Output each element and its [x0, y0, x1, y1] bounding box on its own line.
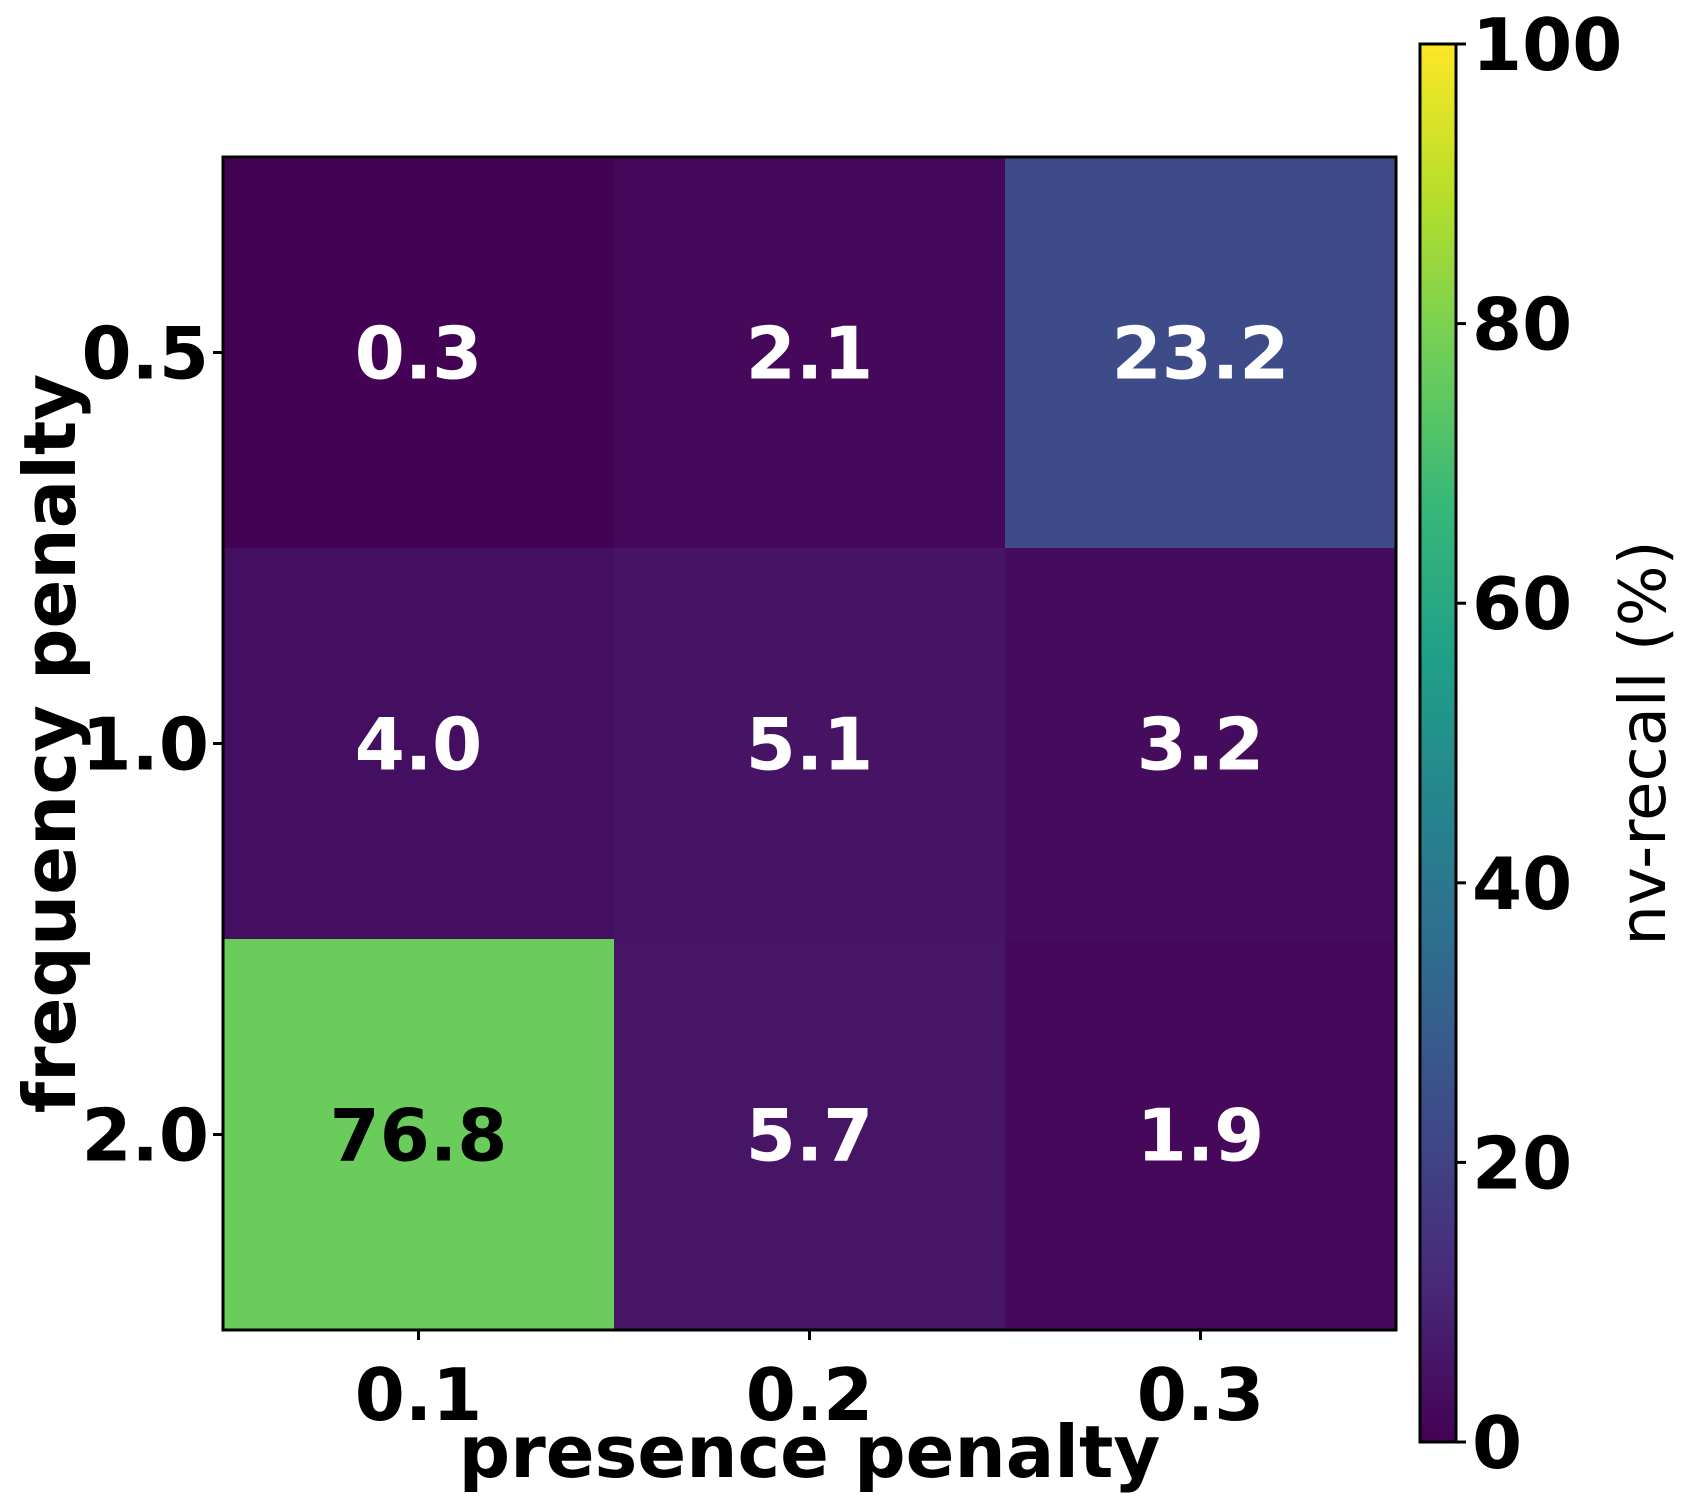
colorbar-tick-label: 80 — [1472, 283, 1572, 367]
y-axis-label: frequency penalty — [8, 374, 92, 1113]
heatmap-cell-label: 0.3 — [355, 312, 483, 396]
heatmap-cell — [614, 157, 1005, 548]
y-tick-label: 0.5 — [81, 312, 209, 396]
heatmap-cells — [223, 157, 1396, 1330]
heatmap-cell — [223, 157, 614, 548]
colorbar-tick-label: 0 — [1472, 1401, 1522, 1485]
x-tick-label: 0.2 — [746, 1353, 874, 1437]
heatmap-cell-label: 23.2 — [1112, 312, 1290, 396]
colorbar — [1418, 42, 1458, 1444]
heatmap-cell — [614, 939, 1005, 1330]
heatmap-cell-label: 2.1 — [746, 312, 874, 396]
heatmap-cell-labels: 0.3 2.1 23.2 4.0 5.1 3.2 76.8 5.7 1.9 — [330, 312, 1290, 1178]
heatmap-cell — [1005, 548, 1396, 939]
heatmap-cell-label: 5.1 — [746, 703, 874, 787]
x-tick-label: 0.3 — [1137, 1353, 1265, 1437]
heatmap-cell-label: 1.9 — [1137, 1094, 1265, 1178]
heatmap-cell-label: 76.8 — [330, 1094, 508, 1178]
heatmap-cell — [223, 939, 614, 1330]
heatmap-cell — [614, 548, 1005, 939]
y-tick-label: 2.0 — [81, 1094, 209, 1178]
colorbar-tick-label: 20 — [1472, 1121, 1572, 1205]
heatmap-cell-label: 5.7 — [746, 1094, 874, 1178]
x-tick-label: 0.1 — [355, 1353, 483, 1437]
heatmap-cell-label: 4.0 — [355, 703, 483, 787]
colorbar-ticks: 0 20 40 60 80 100 — [1456, 3, 1622, 1485]
heatmap-cell — [1005, 157, 1396, 548]
colorbar-label: nv-recall (%) — [1607, 540, 1681, 945]
heatmap-cell-label: 3.2 — [1137, 703, 1265, 787]
heatmap-cell — [1005, 939, 1396, 1330]
x-axis-ticks: 0.1 0.2 0.3 — [355, 1330, 1265, 1437]
colorbar-tick-label: 60 — [1472, 562, 1572, 646]
colorbar-tick-label: 40 — [1472, 842, 1572, 926]
y-tick-label: 1.0 — [81, 703, 209, 787]
heatmap-cell — [223, 548, 614, 939]
x-axis-label: presence penalty — [459, 1410, 1161, 1494]
y-axis-ticks: 0.5 1.0 2.0 — [81, 312, 223, 1178]
colorbar-tick-label: 100 — [1472, 3, 1622, 87]
